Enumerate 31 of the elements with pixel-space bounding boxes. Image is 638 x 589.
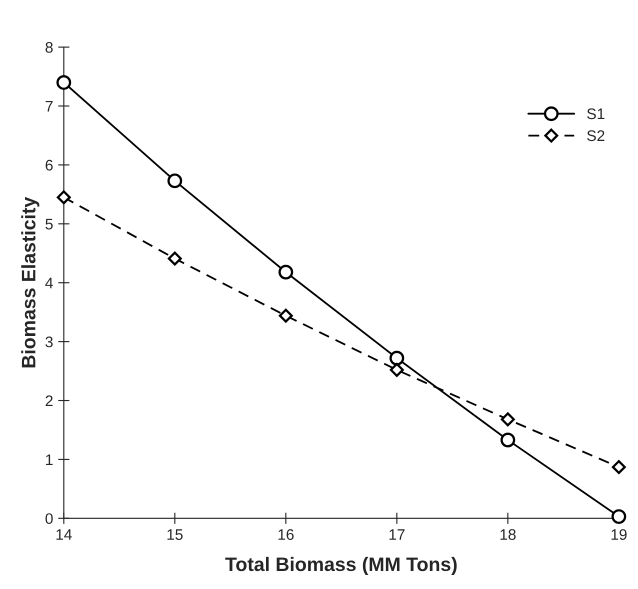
x-tick-label: 16 <box>278 529 294 540</box>
point <box>389 350 404 366</box>
x-tick-label: 19 <box>612 529 627 540</box>
point <box>278 308 293 323</box>
point <box>167 173 182 188</box>
y-tick-label: 0 <box>45 513 53 524</box>
point <box>612 460 626 474</box>
y-tick-label: 3 <box>45 336 53 348</box>
y-tick-label: 1 <box>46 454 53 465</box>
x-tick-label: 17 <box>390 529 405 540</box>
x-tick-label: 15 <box>167 529 183 540</box>
x-tick-label: 14 <box>56 529 72 540</box>
point <box>168 252 182 266</box>
y-tick-label: 8 <box>46 42 53 53</box>
legend-label: S2 <box>587 130 604 142</box>
y-tick-label: 6 <box>46 160 53 171</box>
y-tick-label: 2 <box>46 395 53 406</box>
y-tick-label: 5 <box>46 218 53 230</box>
point <box>612 509 626 524</box>
point <box>500 432 516 448</box>
x-tick-label: 18 <box>500 529 516 540</box>
y-tick-label: 4 <box>45 278 53 288</box>
point <box>390 362 404 377</box>
point <box>56 75 72 90</box>
point <box>56 190 71 204</box>
x-axis-title: Total Biomass (MM Tons) <box>225 556 457 575</box>
point <box>500 412 515 426</box>
y-tick-label: 7 <box>46 101 53 112</box>
y-axis-title: Biomass Elasticity <box>21 196 40 368</box>
legend-label: S1 <box>587 108 604 120</box>
point <box>278 264 294 280</box>
